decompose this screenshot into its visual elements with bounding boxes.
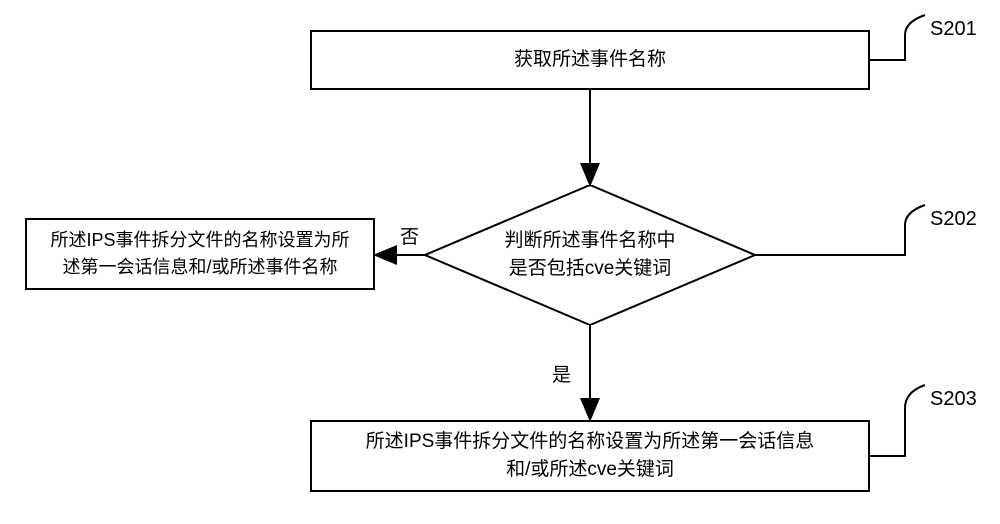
flow-node-set-name-session-cve: 所述IPS事件拆分文件的名称设置为所述第一会话信息 和/或所述cve关键词 [310, 420, 870, 492]
step-label-s201: S201 [930, 18, 977, 41]
node-text-line: 述第一会话信息和/或所述事件名称 [62, 257, 337, 277]
node-text: 获取所述事件名称 [514, 46, 666, 75]
node-text-line: 所述IPS事件拆分文件的名称设置为所述第一会话信息 [366, 431, 815, 452]
flow-node-set-name-session-event: 所述IPS事件拆分文件的名称设置为所 述第一会话信息和/或所述事件名称 [25, 218, 375, 290]
node-text: 所述IPS事件拆分文件的名称设置为所 述第一会话信息和/或所述事件名称 [50, 227, 349, 281]
node-text: 所述IPS事件拆分文件的名称设置为所述第一会话信息 和/或所述cve关键词 [366, 428, 815, 485]
step-label-s203: S203 [930, 388, 977, 411]
node-text-line: 判断所述事件名称中 [504, 230, 675, 251]
node-text-line: 是否包括cve关键词 [509, 258, 672, 279]
node-text-line: 和/或所述cve关键词 [506, 459, 674, 480]
flow-decision-cve-keyword: 判断所述事件名称中 是否包括cve关键词 [425, 185, 755, 325]
edge-label-yes: 是 [552, 360, 571, 387]
step-label-s202: S202 [930, 208, 977, 231]
node-text: 判断所述事件名称中 是否包括cve关键词 [504, 227, 675, 284]
node-text-line: 所述IPS事件拆分文件的名称设置为所 [50, 230, 349, 250]
flow-node-get-event-name: 获取所述事件名称 [310, 30, 870, 90]
edge-label-no: 否 [400, 222, 419, 249]
